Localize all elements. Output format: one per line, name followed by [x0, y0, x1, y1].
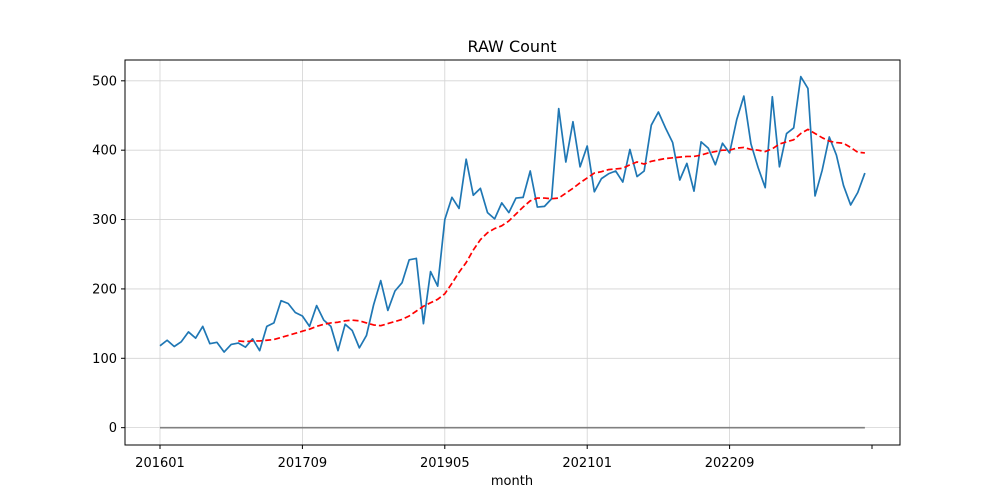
series-layer: [159, 75, 866, 429]
y-tick-label: 300: [92, 213, 117, 228]
chart-title: RAW Count: [468, 37, 557, 56]
x-tick-label: 202101: [562, 456, 612, 471]
y-tick-label: 100: [92, 352, 117, 367]
y-tick-label: 400: [92, 144, 117, 159]
plot-frame: [124, 59, 901, 446]
rolling-mean-series-line: [238, 128, 865, 343]
x-tick-label: 201601: [135, 456, 185, 471]
y-tick-label: 500: [92, 74, 117, 89]
x-axis-label: month: [491, 474, 533, 489]
y-axis: 0 100 200 300 400 500: [92, 74, 125, 436]
x-tick-label: 201709: [278, 456, 328, 471]
x-tick-label: 202209: [705, 456, 755, 471]
y-tick-label: 200: [92, 282, 117, 297]
x-tick-label: 201905: [420, 456, 470, 471]
x-axis: 201601 201709 201905 202101 202209: [135, 445, 873, 471]
y-tick-label: 0: [109, 421, 117, 436]
raw-count-series-line: [159, 75, 866, 353]
grid-lines: [125, 60, 900, 445]
